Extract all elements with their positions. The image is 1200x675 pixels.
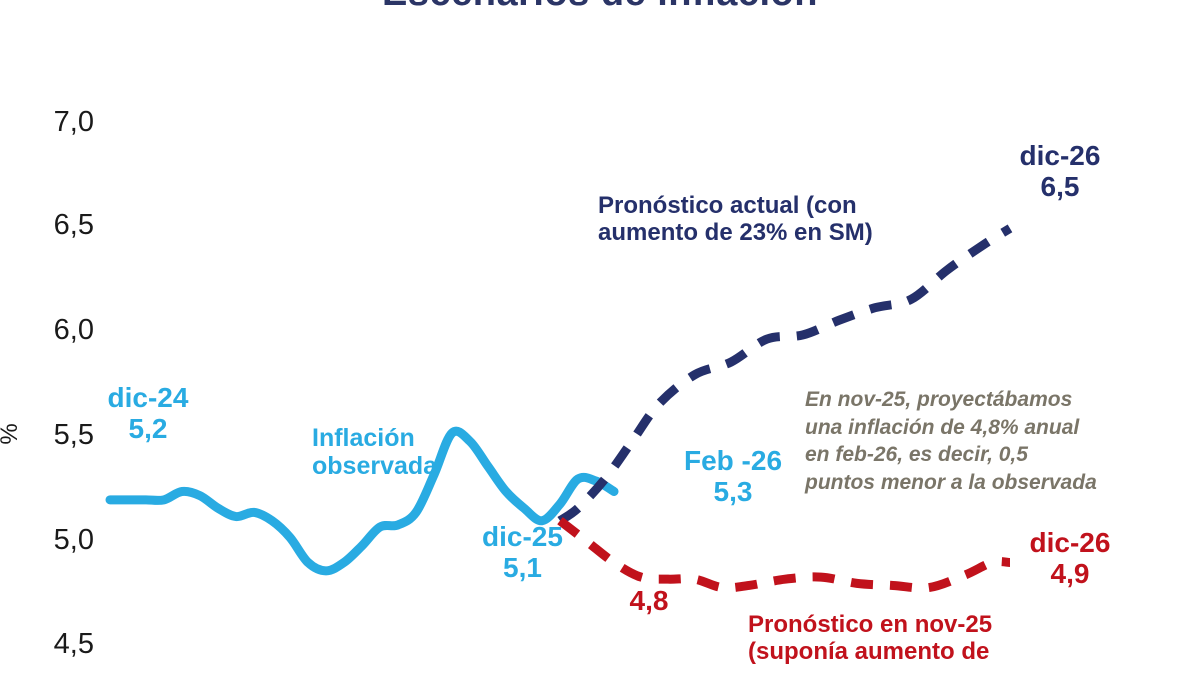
annotation-feb-26-label: Feb -26 bbox=[683, 445, 783, 476]
annotation-dic-26-red: dic-26 4,9 bbox=[990, 527, 1150, 590]
y-tick-4-5: 4,5 bbox=[53, 628, 94, 660]
annotation-nota-nov-25: En nov-25, proyectábamos una inflación d… bbox=[805, 388, 1097, 495]
annotation-dic-24: dic-24 5,2 bbox=[88, 382, 208, 445]
annotation-dic-26-navy-label: dic-26 bbox=[1019, 140, 1101, 171]
series-line-pronostico-nov bbox=[557, 517, 1011, 593]
y-tick-6-0: 6,0 bbox=[53, 314, 94, 346]
annotation-dic-26-red-label: dic-26 bbox=[1029, 527, 1111, 558]
y-tick-5-5: 5,5 bbox=[53, 419, 94, 451]
annotation-dic-26-red-value: 4,9 bbox=[1050, 558, 1090, 590]
annotation-dic-25: dic-25 5,1 bbox=[455, 521, 590, 584]
annotation-minimo-rojo: 4,8 bbox=[629, 585, 669, 616]
annotation-dic-25-value: 5,1 bbox=[503, 552, 542, 584]
annotation-dic-24-label: dic-24 bbox=[107, 382, 189, 413]
chart-title: Escenarios de inflación bbox=[0, 0, 1200, 15]
annotation-inflacion-observada: Inflación observada bbox=[312, 424, 438, 480]
annotation-dic-25-label: dic-25 bbox=[482, 521, 563, 552]
annotation-feb-26-value: 5,3 bbox=[713, 476, 753, 508]
y-tick-6-5: 6,5 bbox=[53, 209, 94, 241]
annotation-pronostico-nov-25: Pronóstico en nov-25 (suponía aumento de bbox=[748, 611, 993, 665]
y-tick-5-0: 5,0 bbox=[53, 524, 94, 556]
annotation-dic-26-navy-value: 6,5 bbox=[1040, 171, 1080, 203]
annotation-feb-26: Feb -26 5,3 bbox=[653, 445, 813, 508]
series-line-pronostico-actual bbox=[557, 224, 1013, 525]
series-line-observada bbox=[105, 426, 619, 576]
annotation-dic-26-navy: dic-26 6,5 bbox=[975, 140, 1145, 203]
y-tick-7-0: 7,0 bbox=[53, 106, 94, 138]
annotation-pronostico-actual: Pronóstico actual (con aumento de 23% en… bbox=[598, 192, 873, 246]
annotation-dic-24-value: 5,2 bbox=[128, 413, 168, 445]
